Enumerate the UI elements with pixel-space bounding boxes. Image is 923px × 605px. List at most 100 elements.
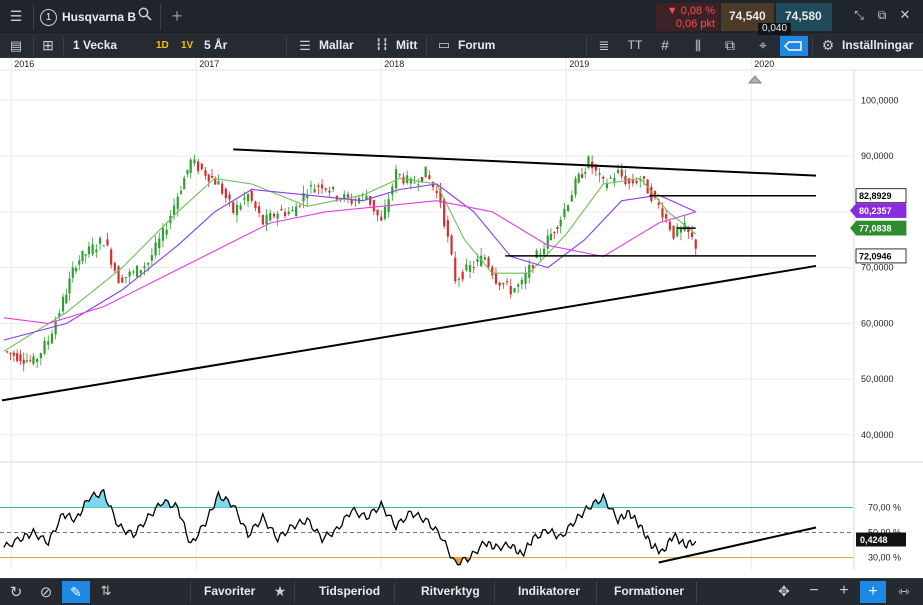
candle-body	[106, 239, 109, 246]
draw-tools-button[interactable]: Ritverktyg	[421, 584, 480, 598]
candle-body	[39, 353, 42, 359]
candle-body	[272, 213, 276, 217]
candle-body	[280, 209, 283, 211]
candle-body	[653, 191, 657, 198]
gear-icon[interactable]: ⚙	[821, 37, 835, 53]
candle-body	[287, 211, 290, 215]
price-chart-svg[interactable]: 20162017201820192020100,000090,000080,00…	[0, 58, 923, 578]
candle-body	[317, 185, 320, 187]
candle-body	[502, 283, 505, 285]
templates-button[interactable]: Mallar	[319, 38, 354, 52]
moving-average-line	[3, 177, 697, 352]
candle-body	[232, 202, 235, 213]
change-percent: ▼ 0,08 %	[666, 5, 715, 17]
fit-icon[interactable]: ⇿	[898, 583, 910, 599]
candle-body	[498, 282, 501, 286]
pan-icon[interactable]: ✥	[778, 583, 790, 599]
candle-body	[520, 279, 523, 285]
candle-body	[491, 267, 494, 276]
candle-body	[391, 186, 394, 195]
candle-body	[628, 178, 631, 184]
forum-button[interactable]: Forum	[458, 38, 496, 52]
close-icon[interactable]: ✕	[899, 7, 911, 22]
candle-body	[306, 195, 309, 199]
draw-button[interactable]: ✎	[62, 581, 90, 603]
templates-icon[interactable]: ☰	[299, 38, 311, 53]
candle-body	[546, 235, 549, 249]
candle-body	[443, 198, 446, 227]
menu-icon[interactable]: ☰	[9, 8, 23, 24]
add-tab-icon[interactable]: +	[171, 6, 183, 26]
history-icon[interactable]: ↻	[9, 584, 23, 601]
divider	[33, 37, 34, 55]
candle-body	[47, 341, 50, 345]
candle-body	[683, 222, 686, 231]
crosshair-plus-icon: +	[868, 583, 878, 600]
candle-body	[176, 196, 179, 209]
chat-icon[interactable]: ▭	[437, 37, 451, 52]
candle-body	[217, 181, 220, 185]
star-icon[interactable]: ★	[273, 583, 287, 599]
popout-icon[interactable]: ⧉	[877, 8, 887, 22]
sort-icon[interactable]: ⇅	[100, 583, 112, 598]
trend-line	[1, 264, 817, 402]
crosshair-button[interactable]: +	[860, 581, 886, 603]
grid-icon[interactable]: #	[661, 37, 669, 53]
candle-body	[480, 255, 483, 267]
mine-button[interactable]: Mitt	[396, 38, 418, 52]
candle-body	[158, 238, 161, 249]
candle-body	[302, 193, 305, 202]
period-button[interactable]: Tidsperiod	[319, 584, 381, 598]
candle-body	[186, 169, 189, 175]
instrument-title: Husqvarna B	[62, 10, 137, 24]
clear-icon[interactable]: ⊘	[39, 584, 53, 601]
search-icon[interactable]	[137, 7, 153, 24]
interval-select[interactable]: 1 Vecka	[73, 38, 118, 52]
collapse-icon[interactable]: ⤡	[854, 8, 864, 22]
candle-body	[417, 184, 420, 186]
chart-area[interactable]: 20162017201820192020100,000090,000080,00…	[0, 58, 923, 578]
candle-body	[483, 257, 486, 260]
zoom-in-icon[interactable]: +	[839, 582, 849, 599]
list-icon[interactable]: ▤	[9, 38, 23, 53]
candle-body	[542, 248, 546, 255]
range-5y-button[interactable]: 5 År	[204, 38, 228, 52]
settings-button[interactable]: Inställningar	[842, 38, 914, 52]
label-tool-button[interactable]	[780, 36, 808, 56]
candle-body	[346, 194, 350, 198]
favorites-button[interactable]: Favoriter	[204, 584, 256, 598]
candle-body	[602, 176, 605, 179]
indicators-button[interactable]: Indikatorer	[518, 584, 581, 598]
candle-body	[9, 352, 12, 354]
candles-icon[interactable]: ┇┇	[375, 39, 389, 51]
instrument-number-badge[interactable]: 1	[40, 9, 57, 26]
candle-body	[74, 267, 78, 272]
candle-body	[197, 161, 200, 172]
candle-body	[68, 278, 71, 294]
candle-body	[154, 242, 157, 256]
bar-style-icon[interactable]: ⫼	[695, 38, 701, 53]
y-tick-label: 50,0000	[861, 374, 894, 384]
candle-body	[642, 176, 646, 179]
candle-body	[679, 227, 683, 233]
candle-body	[54, 321, 57, 335]
scale-icon[interactable]: ≣	[598, 38, 610, 53]
layout-icon[interactable]: ⊞	[42, 37, 54, 53]
crosshair-icon[interactable]: ⌖	[759, 37, 767, 53]
bid-button[interactable]: 74,540	[721, 3, 774, 31]
candle-body	[150, 255, 153, 261]
chart-toolbar: ▤ ⊞ 1 Vecka 1D 1V 5 År ☰ Mallar ┇┇ Mitt …	[0, 35, 923, 58]
candle-body	[121, 277, 124, 283]
overlay-icon[interactable]: ⧉	[725, 37, 735, 53]
formations-button[interactable]: Formationer	[614, 584, 685, 598]
rsi-trend-line	[658, 526, 817, 564]
candle-body	[428, 175, 431, 179]
candle-body	[402, 176, 405, 184]
candles	[6, 154, 697, 372]
candle-body	[365, 195, 368, 201]
zoom-out-icon[interactable]: −	[809, 582, 819, 599]
candle-body	[457, 279, 461, 281]
text-size-icon[interactable]: TT	[627, 38, 643, 52]
range-1v-button[interactable]: 1V	[181, 40, 194, 51]
range-1d-button[interactable]: 1D	[156, 40, 169, 51]
